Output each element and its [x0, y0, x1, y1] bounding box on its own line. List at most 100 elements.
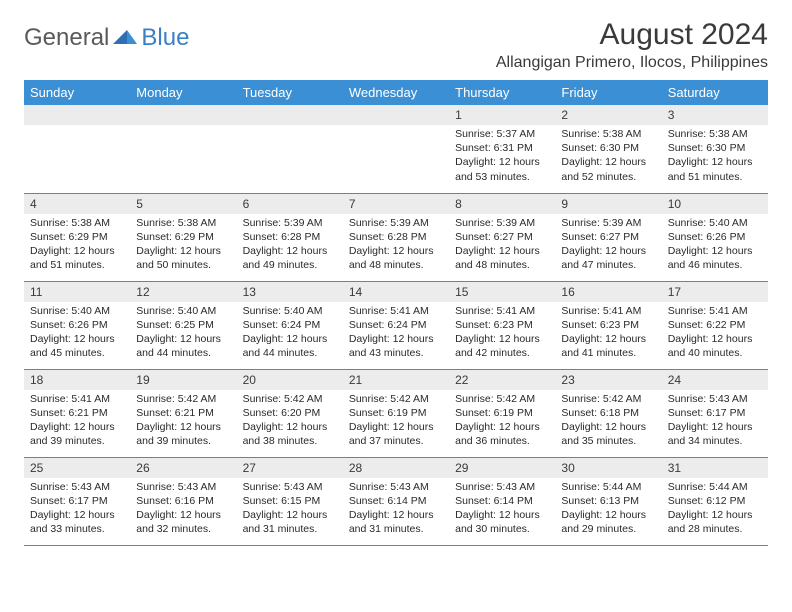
calendar-day-cell: 15Sunrise: 5:41 AMSunset: 6:23 PMDayligh…	[449, 281, 555, 369]
calendar-day-cell: 29Sunrise: 5:43 AMSunset: 6:14 PMDayligh…	[449, 457, 555, 545]
calendar-page: General Blue August 2024 Allangigan Prim…	[0, 0, 792, 546]
sunset-line: Sunset: 6:14 PM	[349, 494, 443, 508]
calendar-day-cell: 16Sunrise: 5:41 AMSunset: 6:23 PMDayligh…	[555, 281, 661, 369]
sunset-line: Sunset: 6:25 PM	[136, 318, 230, 332]
sunrise-line: Sunrise: 5:38 AM	[668, 127, 762, 141]
day-body: Sunrise: 5:40 AMSunset: 6:25 PMDaylight:…	[130, 302, 236, 365]
calendar-day-cell: 28Sunrise: 5:43 AMSunset: 6:14 PMDayligh…	[343, 457, 449, 545]
calendar-body: 1Sunrise: 5:37 AMSunset: 6:31 PMDaylight…	[24, 105, 768, 545]
day-body: Sunrise: 5:41 AMSunset: 6:23 PMDaylight:…	[555, 302, 661, 365]
sunset-line: Sunset: 6:17 PM	[30, 494, 124, 508]
sunrise-line: Sunrise: 5:43 AM	[243, 480, 337, 494]
sunrise-line: Sunrise: 5:39 AM	[455, 216, 549, 230]
location: Allangigan Primero, Ilocos, Philippines	[496, 54, 768, 72]
day-number: 27	[237, 458, 343, 478]
daylight-line: Daylight: 12 hours and 47 minutes.	[561, 244, 655, 272]
calendar-day-cell	[24, 105, 130, 193]
sunset-line: Sunset: 6:17 PM	[668, 406, 762, 420]
day-number: 3	[662, 105, 768, 125]
title-block: August 2024 Allangigan Primero, Ilocos, …	[496, 18, 768, 72]
daylight-line: Daylight: 12 hours and 39 minutes.	[30, 420, 124, 448]
daylight-line: Daylight: 12 hours and 42 minutes.	[455, 332, 549, 360]
sunrise-line: Sunrise: 5:39 AM	[561, 216, 655, 230]
day-number: 15	[449, 282, 555, 302]
sunrise-line: Sunrise: 5:40 AM	[668, 216, 762, 230]
calendar-table: SundayMondayTuesdayWednesdayThursdayFrid…	[24, 80, 768, 546]
sunset-line: Sunset: 6:30 PM	[561, 141, 655, 155]
sunset-line: Sunset: 6:26 PM	[668, 230, 762, 244]
daylight-line: Daylight: 12 hours and 33 minutes.	[30, 508, 124, 536]
calendar-day-cell: 9Sunrise: 5:39 AMSunset: 6:27 PMDaylight…	[555, 193, 661, 281]
sunset-line: Sunset: 6:13 PM	[561, 494, 655, 508]
calendar-day-cell: 1Sunrise: 5:37 AMSunset: 6:31 PMDaylight…	[449, 105, 555, 193]
sunset-line: Sunset: 6:24 PM	[243, 318, 337, 332]
calendar-week-row: 18Sunrise: 5:41 AMSunset: 6:21 PMDayligh…	[24, 369, 768, 457]
day-body: Sunrise: 5:41 AMSunset: 6:23 PMDaylight:…	[449, 302, 555, 365]
calendar-week-row: 4Sunrise: 5:38 AMSunset: 6:29 PMDaylight…	[24, 193, 768, 281]
calendar-day-cell: 30Sunrise: 5:44 AMSunset: 6:13 PMDayligh…	[555, 457, 661, 545]
calendar-day-cell: 2Sunrise: 5:38 AMSunset: 6:30 PMDaylight…	[555, 105, 661, 193]
day-number: 23	[555, 370, 661, 390]
sunrise-line: Sunrise: 5:37 AM	[455, 127, 549, 141]
day-number: 14	[343, 282, 449, 302]
logo-text-blue: Blue	[141, 24, 189, 52]
day-number: 25	[24, 458, 130, 478]
daylight-line: Daylight: 12 hours and 50 minutes.	[136, 244, 230, 272]
calendar-day-cell: 10Sunrise: 5:40 AMSunset: 6:26 PMDayligh…	[662, 193, 768, 281]
empty-day-num	[343, 105, 449, 125]
month-title: August 2024	[496, 18, 768, 52]
day-body: Sunrise: 5:43 AMSunset: 6:14 PMDaylight:…	[449, 478, 555, 541]
day-number: 17	[662, 282, 768, 302]
daylight-line: Daylight: 12 hours and 34 minutes.	[668, 420, 762, 448]
day-body: Sunrise: 5:40 AMSunset: 6:26 PMDaylight:…	[662, 214, 768, 277]
daylight-line: Daylight: 12 hours and 44 minutes.	[136, 332, 230, 360]
calendar-day-cell: 21Sunrise: 5:42 AMSunset: 6:19 PMDayligh…	[343, 369, 449, 457]
day-body: Sunrise: 5:43 AMSunset: 6:14 PMDaylight:…	[343, 478, 449, 541]
day-number: 18	[24, 370, 130, 390]
daylight-line: Daylight: 12 hours and 31 minutes.	[243, 508, 337, 536]
calendar-day-cell: 14Sunrise: 5:41 AMSunset: 6:24 PMDayligh…	[343, 281, 449, 369]
empty-day-num	[130, 105, 236, 125]
day-body: Sunrise: 5:43 AMSunset: 6:17 PMDaylight:…	[662, 390, 768, 453]
sunset-line: Sunset: 6:21 PM	[136, 406, 230, 420]
calendar-day-cell: 12Sunrise: 5:40 AMSunset: 6:25 PMDayligh…	[130, 281, 236, 369]
calendar-day-cell: 20Sunrise: 5:42 AMSunset: 6:20 PMDayligh…	[237, 369, 343, 457]
sunrise-line: Sunrise: 5:43 AM	[455, 480, 549, 494]
calendar-day-cell: 6Sunrise: 5:39 AMSunset: 6:28 PMDaylight…	[237, 193, 343, 281]
weekday-header: Thursday	[449, 80, 555, 105]
sunset-line: Sunset: 6:31 PM	[455, 141, 549, 155]
sunrise-line: Sunrise: 5:43 AM	[349, 480, 443, 494]
day-number: 7	[343, 194, 449, 214]
calendar-day-cell	[343, 105, 449, 193]
daylight-line: Daylight: 12 hours and 35 minutes.	[561, 420, 655, 448]
day-number: 10	[662, 194, 768, 214]
day-body: Sunrise: 5:40 AMSunset: 6:24 PMDaylight:…	[237, 302, 343, 365]
daylight-line: Daylight: 12 hours and 48 minutes.	[349, 244, 443, 272]
day-body: Sunrise: 5:39 AMSunset: 6:28 PMDaylight:…	[343, 214, 449, 277]
sunset-line: Sunset: 6:23 PM	[455, 318, 549, 332]
calendar-week-row: 25Sunrise: 5:43 AMSunset: 6:17 PMDayligh…	[24, 457, 768, 545]
sunrise-line: Sunrise: 5:41 AM	[349, 304, 443, 318]
day-body: Sunrise: 5:37 AMSunset: 6:31 PMDaylight:…	[449, 125, 555, 188]
calendar-day-cell: 27Sunrise: 5:43 AMSunset: 6:15 PMDayligh…	[237, 457, 343, 545]
sunset-line: Sunset: 6:21 PM	[30, 406, 124, 420]
day-body: Sunrise: 5:38 AMSunset: 6:30 PMDaylight:…	[555, 125, 661, 188]
day-body: Sunrise: 5:38 AMSunset: 6:29 PMDaylight:…	[130, 214, 236, 277]
day-number: 29	[449, 458, 555, 478]
day-number: 8	[449, 194, 555, 214]
sunset-line: Sunset: 6:24 PM	[349, 318, 443, 332]
sunrise-line: Sunrise: 5:38 AM	[30, 216, 124, 230]
sunrise-line: Sunrise: 5:38 AM	[136, 216, 230, 230]
sunset-line: Sunset: 6:26 PM	[30, 318, 124, 332]
sunrise-line: Sunrise: 5:42 AM	[136, 392, 230, 406]
daylight-line: Daylight: 12 hours and 49 minutes.	[243, 244, 337, 272]
sunset-line: Sunset: 6:20 PM	[243, 406, 337, 420]
sunrise-line: Sunrise: 5:38 AM	[561, 127, 655, 141]
header: General Blue August 2024 Allangigan Prim…	[24, 18, 768, 72]
daylight-line: Daylight: 12 hours and 30 minutes.	[455, 508, 549, 536]
sunset-line: Sunset: 6:19 PM	[455, 406, 549, 420]
sunrise-line: Sunrise: 5:41 AM	[455, 304, 549, 318]
sunrise-line: Sunrise: 5:40 AM	[136, 304, 230, 318]
calendar-day-cell: 7Sunrise: 5:39 AMSunset: 6:28 PMDaylight…	[343, 193, 449, 281]
weekday-header: Monday	[130, 80, 236, 105]
